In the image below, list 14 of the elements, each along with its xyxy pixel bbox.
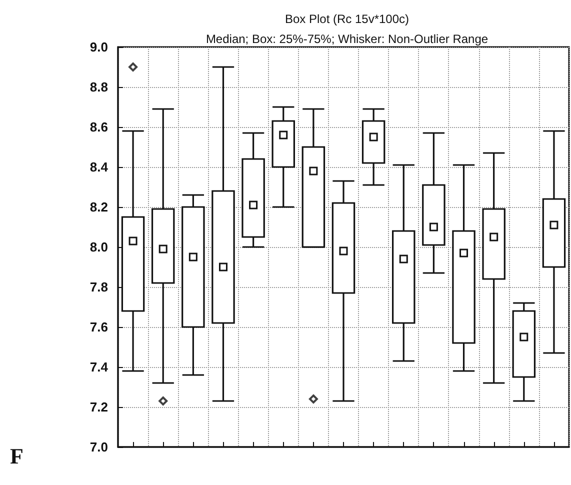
y-tick-label: 8.2 — [90, 200, 108, 214]
y-tick-label: 7.6 — [90, 320, 108, 334]
y-tick-label: 7.0 — [90, 440, 108, 454]
y-tick-label: 7.8 — [90, 280, 108, 294]
y-tick-label: 9.0 — [90, 40, 108, 54]
y-tick-label: 7.2 — [90, 400, 108, 414]
y-tick-label: 8.8 — [90, 80, 108, 94]
chart-subtitle: Median; Box: 25%-75%; Whisker: Non-Outlier Range — [206, 32, 488, 46]
y-tick-label: 8.6 — [90, 120, 108, 134]
chart-title: Box Plot (Rc 15v*100c) — [284, 12, 410, 26]
text: F — [10, 444, 24, 468]
y-tick-label: 8.0 — [90, 240, 108, 254]
y-tick-label: 8.4 — [90, 160, 109, 174]
y-tick-label: 7.4 — [90, 360, 109, 374]
